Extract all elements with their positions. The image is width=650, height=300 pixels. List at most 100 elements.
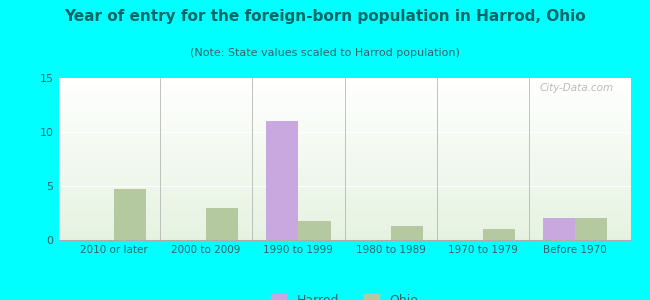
- Bar: [58, 181, 630, 182]
- Bar: [58, 169, 630, 170]
- Bar: [58, 225, 630, 226]
- Bar: [58, 148, 630, 149]
- Bar: [58, 237, 630, 238]
- Bar: [58, 221, 630, 222]
- Bar: [58, 168, 630, 169]
- Bar: [58, 134, 630, 135]
- Bar: [58, 173, 630, 174]
- Bar: [58, 78, 630, 79]
- Bar: [58, 142, 630, 143]
- Bar: [58, 178, 630, 179]
- Bar: [58, 228, 630, 229]
- Bar: [58, 162, 630, 163]
- Bar: [58, 203, 630, 204]
- Bar: [58, 98, 630, 99]
- Bar: [58, 197, 630, 198]
- Bar: [58, 141, 630, 142]
- Text: City-Data.com: City-Data.com: [540, 83, 614, 93]
- Bar: [58, 88, 630, 89]
- Bar: [58, 180, 630, 181]
- Bar: [58, 222, 630, 223]
- Bar: [58, 100, 630, 101]
- Bar: [391, 226, 423, 240]
- Bar: [58, 127, 630, 128]
- Bar: [58, 190, 630, 191]
- Bar: [58, 147, 630, 148]
- Bar: [58, 214, 630, 215]
- Bar: [58, 143, 630, 144]
- Bar: [58, 152, 630, 153]
- Bar: [58, 199, 630, 200]
- Bar: [58, 144, 630, 145]
- Bar: [58, 161, 630, 162]
- Bar: [58, 196, 630, 197]
- Bar: [58, 133, 630, 134]
- Bar: [58, 82, 630, 83]
- Bar: [58, 188, 630, 189]
- Bar: [58, 135, 630, 136]
- Bar: [58, 185, 630, 186]
- Bar: [58, 195, 630, 196]
- Bar: [58, 101, 630, 102]
- Bar: [114, 189, 146, 240]
- Bar: [58, 207, 630, 208]
- Bar: [58, 224, 630, 225]
- Bar: [58, 223, 630, 224]
- Bar: [58, 126, 630, 127]
- Bar: [58, 146, 630, 147]
- Bar: [58, 194, 630, 195]
- Bar: [58, 80, 630, 81]
- Bar: [58, 153, 630, 154]
- Bar: [58, 177, 630, 178]
- Bar: [58, 198, 630, 199]
- Bar: [58, 131, 630, 132]
- Bar: [58, 108, 630, 109]
- Bar: [58, 96, 630, 97]
- Bar: [58, 230, 630, 231]
- Bar: [58, 226, 630, 227]
- Bar: [58, 160, 630, 161]
- Bar: [58, 84, 630, 85]
- Bar: [58, 87, 630, 88]
- Bar: [58, 227, 630, 228]
- Bar: [58, 116, 630, 117]
- Bar: [58, 169, 630, 170]
- Bar: [58, 150, 630, 151]
- Bar: [58, 159, 630, 160]
- Bar: [58, 166, 630, 167]
- Bar: [58, 182, 630, 183]
- Bar: [543, 218, 575, 240]
- Bar: [58, 189, 630, 190]
- Bar: [58, 118, 630, 119]
- Bar: [58, 129, 630, 130]
- Bar: [58, 132, 630, 133]
- Bar: [58, 164, 630, 165]
- Bar: [58, 113, 630, 114]
- Bar: [58, 107, 630, 108]
- Bar: [58, 234, 630, 235]
- Bar: [266, 121, 298, 240]
- Bar: [58, 231, 630, 232]
- Bar: [58, 206, 630, 207]
- Bar: [58, 215, 630, 216]
- Bar: [58, 186, 630, 187]
- Bar: [58, 97, 630, 98]
- Bar: [58, 184, 630, 185]
- Bar: [58, 213, 630, 214]
- Bar: [58, 175, 630, 176]
- Bar: [575, 218, 608, 240]
- Bar: [58, 165, 630, 166]
- Bar: [58, 128, 630, 129]
- Bar: [58, 218, 630, 219]
- Bar: [58, 201, 630, 202]
- Bar: [58, 172, 630, 173]
- Bar: [58, 193, 630, 194]
- Bar: [58, 149, 630, 150]
- Bar: [206, 208, 239, 240]
- Bar: [58, 117, 630, 118]
- Bar: [58, 183, 630, 184]
- Bar: [58, 238, 630, 239]
- Text: Year of entry for the foreign-born population in Harrod, Ohio: Year of entry for the foreign-born popul…: [64, 9, 586, 24]
- Legend: Harrod, Ohio: Harrod, Ohio: [266, 289, 422, 300]
- Bar: [58, 104, 630, 105]
